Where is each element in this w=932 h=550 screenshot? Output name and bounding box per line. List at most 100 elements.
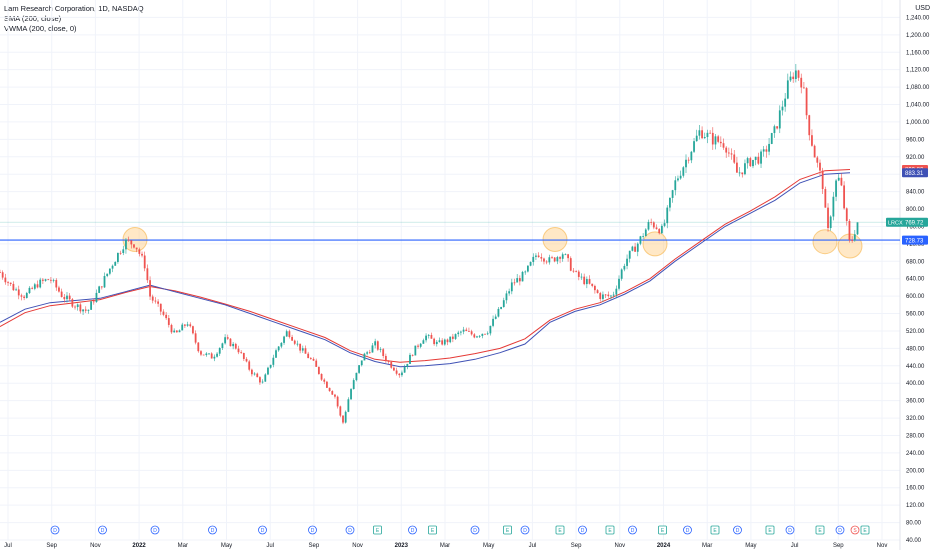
candle-body bbox=[342, 415, 344, 423]
candle-body bbox=[561, 254, 564, 259]
candle-body bbox=[167, 318, 170, 325]
candle-body bbox=[125, 239, 127, 250]
candle-body bbox=[577, 271, 580, 277]
event-marker-letter: E bbox=[608, 528, 612, 534]
candle-body bbox=[406, 363, 409, 368]
candle-body bbox=[843, 185, 846, 209]
candle-body bbox=[687, 159, 690, 161]
candle-body bbox=[304, 348, 307, 354]
x-tick-label: Jul bbox=[529, 543, 537, 549]
candle-body bbox=[602, 294, 604, 299]
candle-body bbox=[457, 332, 460, 335]
earnings-marker bbox=[815, 525, 825, 535]
candle-body bbox=[210, 353, 213, 359]
candle-body bbox=[481, 333, 484, 336]
candle-body bbox=[510, 282, 513, 292]
x-tick-label: Sep bbox=[309, 543, 320, 549]
dividend-marker bbox=[835, 525, 845, 535]
candle-body bbox=[143, 255, 146, 269]
split-marker bbox=[850, 525, 860, 535]
candle-body bbox=[352, 380, 355, 390]
candle-body bbox=[784, 98, 787, 107]
candle-body bbox=[441, 340, 444, 345]
highlight-circle bbox=[812, 229, 838, 255]
candle-body bbox=[698, 130, 701, 136]
candle-body bbox=[108, 268, 111, 274]
candle-body bbox=[221, 343, 224, 348]
y-tick-label: 440.00 bbox=[906, 364, 925, 370]
candle-body bbox=[655, 227, 658, 230]
candle-body bbox=[417, 345, 419, 347]
candle-body bbox=[685, 159, 687, 168]
candle-body bbox=[100, 286, 103, 288]
event-marker-letter: D bbox=[581, 528, 585, 534]
candle-body bbox=[778, 110, 781, 129]
dividend-marker bbox=[470, 525, 480, 535]
event-marker-letter: D bbox=[736, 528, 740, 534]
earnings-marker bbox=[860, 525, 870, 535]
candle-body bbox=[261, 381, 264, 383]
candle-body bbox=[532, 256, 535, 263]
candle-body bbox=[443, 339, 446, 345]
candle-body bbox=[703, 137, 706, 139]
event-marker-letter: D bbox=[523, 528, 527, 534]
candle-body bbox=[360, 360, 363, 366]
event-marker-letter: D bbox=[153, 528, 157, 534]
candle-body bbox=[299, 343, 302, 351]
candle-body bbox=[580, 276, 583, 278]
candle-body bbox=[25, 293, 28, 298]
candle-body bbox=[422, 340, 425, 344]
candle-body bbox=[317, 366, 320, 374]
candle-body bbox=[135, 247, 138, 250]
candle-body bbox=[462, 329, 465, 332]
event-marker-letter: D bbox=[838, 528, 842, 534]
candle-body bbox=[588, 279, 591, 284]
dividend-marker bbox=[408, 525, 417, 535]
candle-body bbox=[690, 151, 693, 161]
y-tick-label: 680.00 bbox=[906, 259, 925, 265]
candle-body bbox=[733, 154, 736, 163]
y-tick-label: 480.00 bbox=[906, 346, 925, 352]
y-tick-label: 120.00 bbox=[906, 503, 925, 509]
candle-body bbox=[98, 286, 101, 293]
candle-body bbox=[256, 373, 259, 378]
candle-body bbox=[200, 351, 202, 355]
candle-body bbox=[832, 196, 835, 217]
candle-body bbox=[454, 334, 457, 339]
candle-body bbox=[553, 257, 556, 262]
candle-body bbox=[248, 361, 251, 370]
candle-body bbox=[835, 180, 837, 197]
y-tick-label: 1,080.00 bbox=[906, 85, 930, 91]
candle-body bbox=[800, 77, 803, 88]
x-tick-label: Sep bbox=[571, 543, 582, 549]
price-label-value: 769.72 bbox=[905, 220, 924, 226]
candle-body bbox=[615, 288, 618, 295]
candle-body bbox=[323, 379, 326, 382]
candle-body bbox=[663, 223, 666, 226]
price-label-bg bbox=[902, 168, 928, 178]
candle-body bbox=[599, 293, 602, 299]
price-label-value: 728.73 bbox=[905, 238, 924, 244]
candle-body bbox=[636, 243, 639, 252]
candle-body bbox=[693, 141, 695, 152]
candle-body bbox=[301, 348, 304, 351]
candle-body bbox=[92, 301, 95, 303]
candle-body bbox=[15, 289, 17, 291]
earnings-marker bbox=[605, 525, 615, 535]
y-tick-label: 1,000.00 bbox=[906, 120, 930, 126]
event-marker-letter: D bbox=[261, 528, 265, 534]
candle-body bbox=[58, 287, 60, 292]
event-marker-letter: D bbox=[101, 528, 105, 534]
candle-body bbox=[283, 336, 285, 343]
candle-body bbox=[666, 207, 669, 224]
candle-body bbox=[232, 343, 235, 347]
candle-body bbox=[82, 309, 84, 312]
x-tick-label: May bbox=[745, 543, 756, 549]
candle-body bbox=[773, 126, 776, 134]
candle-body bbox=[181, 324, 184, 331]
candle-body bbox=[245, 358, 248, 362]
candle-body bbox=[272, 357, 275, 365]
candle-body bbox=[218, 347, 221, 354]
